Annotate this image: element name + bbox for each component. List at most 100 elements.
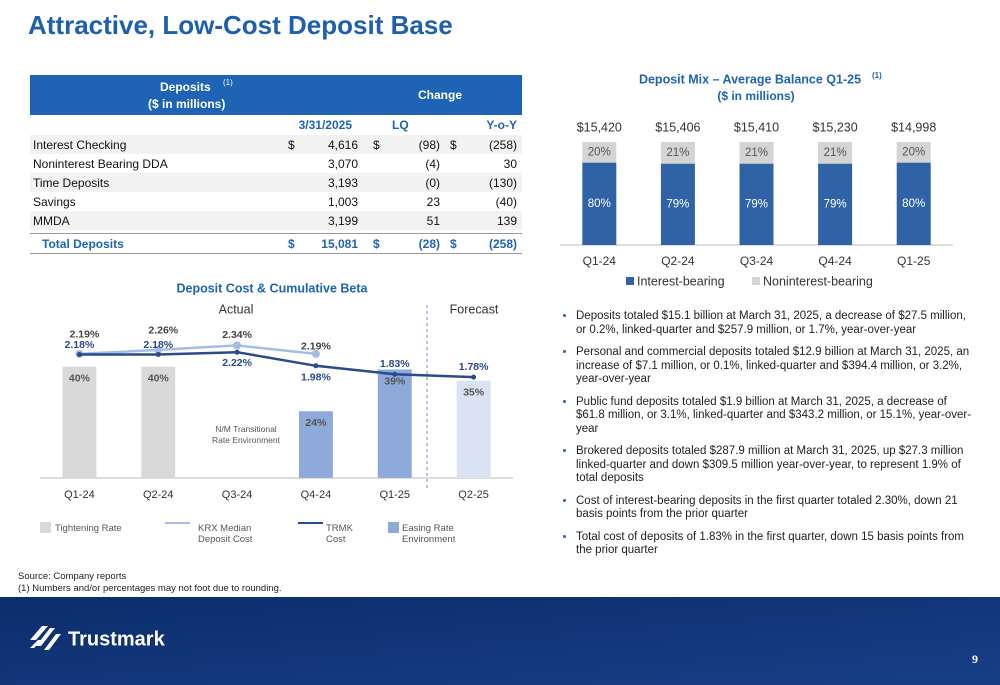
marker (311, 349, 320, 358)
total-cell: 1,003 (327, 195, 358, 209)
total-label: $15,406 (655, 120, 700, 134)
x-tick-label: Q1-24 (583, 254, 617, 268)
source: Source: Company reports (18, 571, 127, 582)
row-label: Noninterest Bearing DDA (33, 157, 168, 171)
yoy-cell: 30 (503, 157, 517, 171)
line-value-label: 2.18% (65, 339, 95, 351)
sub-header: 3/31/2025 LQ Y-o-Y (30, 115, 522, 136)
x-tick-label: Q2-24 (143, 489, 174, 501)
legend-swatch (40, 522, 51, 533)
bar-segment (582, 142, 617, 163)
table-row: Time Deposits 3,193 (0) (130) (30, 173, 522, 192)
chart-title: Deposit Cost & Cumulative Beta (176, 281, 368, 295)
marker (154, 345, 163, 354)
footnote: (1) Numbers and/or percentages may not f… (18, 583, 282, 594)
currency-sign: $ (288, 237, 295, 251)
lq-cell: (4) (425, 157, 440, 171)
bar-segment (739, 142, 774, 164)
table-row: Noninterest Bearing DDA 3,070 (4) 30 (30, 154, 522, 173)
bar-segment (660, 142, 695, 164)
bullet: Total cost of deposits of 1.83% in the f… (576, 531, 976, 558)
total-cell: 3,070 (327, 157, 358, 171)
value-label: 80% (902, 198, 925, 210)
bullet: Cost of interest-bearing deposits in the… (576, 495, 976, 522)
bullet: Deposits totaled $15.1 billion at March … (576, 310, 976, 337)
lq-cell: 51 (426, 214, 440, 228)
total-label: $14,998 (891, 120, 936, 134)
legend-label: Tightening Rate (55, 523, 122, 534)
annotation: N/M Transitional Rate Environment (211, 424, 281, 445)
line (79, 344, 317, 356)
slide-title: Attractive, Low-Cost Deposit Base (28, 10, 453, 40)
line-value-label: 2.19% (70, 329, 100, 341)
legend-label: Easing Rate Environment (402, 523, 456, 545)
bar-segment (818, 163, 853, 245)
total-row: Total Deposits $ $ $15,081 (28) (258) (30, 233, 522, 254)
marker (313, 363, 319, 369)
yoy-cell: 139 (496, 214, 517, 228)
currency-sign: $ (288, 138, 295, 152)
lq-cell: (0) (425, 176, 440, 190)
bar-value-label: 40% (69, 373, 91, 385)
yoy-cell: (40) (495, 195, 517, 209)
currency-sign: $ (450, 138, 457, 152)
legend-label: KRX Median Deposit Cost (198, 523, 253, 545)
value-label: 21% (745, 147, 768, 159)
bar-value-label: 24% (305, 417, 327, 429)
bar-segment (582, 162, 617, 245)
table-row: MMDA 3,199 51 139 (30, 211, 522, 230)
line-value-label: 2.26% (148, 325, 178, 337)
legend-swatch (388, 522, 399, 533)
currency-sign: $ (373, 138, 380, 152)
bar-segment (896, 162, 931, 245)
bar-value-label: 39% (384, 375, 406, 387)
legend-swatch (626, 277, 634, 285)
bullet: Personal and commercial deposits totaled… (576, 346, 976, 387)
bar-segment (896, 142, 931, 163)
page-number: 9 (972, 652, 978, 666)
bullet-list: Deposits totaled $15.1 billion at March … (558, 310, 976, 567)
bullet: Brokered deposits totaled $287.9 million… (576, 445, 976, 486)
bar-segment (818, 142, 853, 164)
yoy-cell: (258) (488, 138, 517, 152)
row-label: Total Deposits (42, 237, 124, 251)
chart-title: Deposit Mix – Average Balance Q1-25 (639, 72, 861, 86)
header-lq: LQ (392, 118, 409, 132)
legend-line (298, 522, 323, 524)
logo-icon (30, 626, 61, 650)
x-tick-label: Q4-24 (301, 489, 332, 501)
marker (234, 349, 240, 355)
marker (471, 374, 477, 380)
x-tick-label: Q3-24 (740, 254, 774, 268)
table-row: Savings 1,003 23 (40) (30, 192, 522, 211)
bar (62, 366, 97, 478)
header-change: Change (418, 88, 463, 102)
total-cell: 15,081 (321, 237, 358, 251)
value-label: 20% (588, 146, 611, 158)
annotation: Actual (219, 302, 254, 316)
value-label: 79% (824, 198, 847, 210)
table-header: Deposits (1) ($ in millions) Change (30, 75, 522, 115)
total-cell: 4,616 (327, 138, 358, 152)
line-value-label: 1.83% (380, 358, 410, 370)
total-label: $15,230 (813, 120, 858, 134)
line (79, 350, 474, 379)
bar (298, 411, 333, 478)
total-cell: 3,199 (327, 214, 358, 228)
bar (141, 366, 176, 478)
marker (76, 351, 82, 357)
currency-sign: $ (373, 237, 380, 251)
bar (456, 380, 491, 478)
bullet: Public fund deposits totaled $1.9 billio… (576, 396, 976, 437)
line-value-label: 2.18% (143, 339, 173, 351)
marker (392, 371, 398, 377)
line-value-label: 2.22% (222, 357, 252, 369)
header-yoy: Y-o-Y (486, 118, 517, 132)
legend-label: Interest-bearing (637, 274, 725, 288)
legend-label: Noninterest-bearing (763, 274, 873, 288)
yoy-cell: (258) (488, 237, 517, 251)
row-label: Time Deposits (33, 176, 110, 190)
line-value-label: 2.19% (301, 341, 331, 353)
